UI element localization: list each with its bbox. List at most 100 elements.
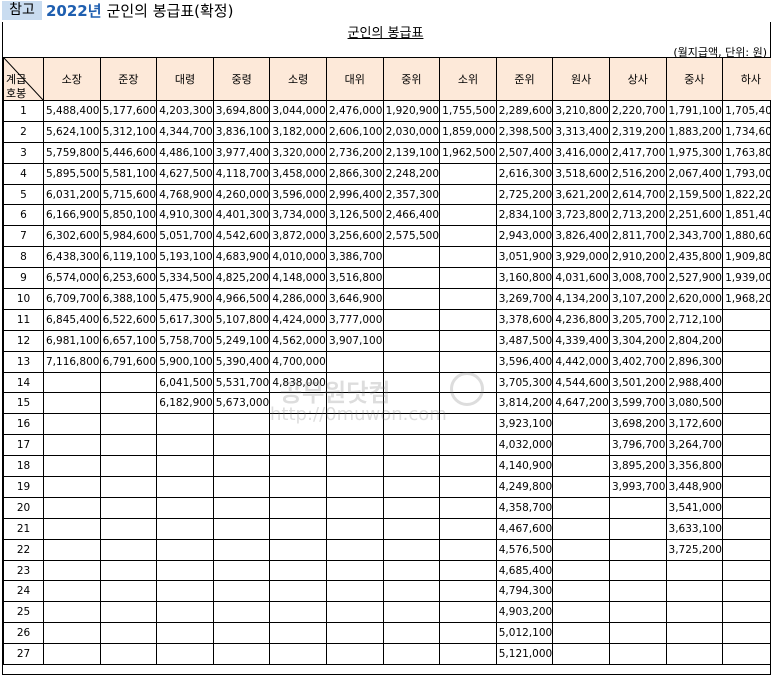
salary-cell: 2,996,400 bbox=[325, 183, 384, 206]
salary-cell: 6,031,200 bbox=[43, 183, 101, 206]
salary-cell: 3,080,500 bbox=[665, 392, 724, 415]
salary-cell: 4,134,200 bbox=[552, 288, 610, 310]
salary-cell bbox=[382, 434, 441, 457]
salary-cell bbox=[325, 371, 384, 394]
table-row: 15 6,182,900 5,673,000 3,814,200 4,647,200 3,… bbox=[3, 392, 771, 415]
salary-cell bbox=[156, 413, 214, 436]
step-cell: 5 bbox=[3, 183, 44, 206]
salary-cell: 3,044,000 bbox=[269, 100, 327, 122]
salary-cell: 3,501,200 bbox=[608, 371, 667, 394]
column-header: 하사 bbox=[722, 57, 771, 101]
salary-cell: 4,700,000 bbox=[269, 350, 327, 373]
salary-cell: 3,633,100 bbox=[665, 517, 724, 540]
salary-cell: 3,304,200 bbox=[608, 329, 667, 352]
salary-cell: 3,723,800 bbox=[552, 204, 610, 227]
salary-cell: 5,617,300 bbox=[156, 308, 214, 331]
salary-cell: 4,910,300 bbox=[156, 204, 214, 227]
salary-cell bbox=[99, 643, 158, 666]
salary-cell bbox=[722, 413, 771, 436]
salary-cell: 3,313,400 bbox=[552, 120, 610, 143]
salary-cell bbox=[212, 559, 271, 582]
salary-cell: 4,339,400 bbox=[552, 329, 610, 352]
salary-cell bbox=[552, 455, 610, 478]
salary-cell: 4,627,500 bbox=[156, 162, 214, 185]
salary-cell bbox=[99, 559, 158, 582]
table-row: 9 6,574,000 6,253,600 5,334,500 4,825,200 4,1… bbox=[3, 267, 771, 290]
salary-cell: 3,107,200 bbox=[608, 288, 667, 310]
column-header: 소령 bbox=[269, 57, 327, 101]
salary-cell bbox=[212, 455, 271, 478]
table-row: 21 4,467,600 3,633,100 bbox=[3, 517, 771, 540]
salary-cell: 5,715,600 bbox=[99, 183, 158, 206]
salary-cell bbox=[325, 413, 384, 436]
salary-cell bbox=[43, 622, 101, 645]
salary-cell bbox=[212, 517, 271, 540]
salary-cell: 3,705,300 bbox=[495, 371, 554, 394]
salary-cell: 4,236,800 bbox=[552, 308, 610, 331]
step-cell: 21 bbox=[3, 517, 44, 540]
salary-cell: 3,734,000 bbox=[269, 204, 327, 227]
salary-cell: 3,923,100 bbox=[495, 413, 554, 436]
salary-cell: 3,487,500 bbox=[495, 329, 554, 352]
salary-cell bbox=[325, 455, 384, 478]
salary-cell bbox=[382, 288, 441, 310]
salary-cell bbox=[43, 392, 101, 415]
salary-cell bbox=[212, 580, 271, 603]
table-row: 23 4,685,400 bbox=[3, 559, 771, 582]
salary-cell: 1,734,600 bbox=[722, 120, 771, 143]
salary-cell: 2,319,200 bbox=[608, 120, 667, 143]
salary-cell bbox=[439, 413, 497, 436]
step-cell: 3 bbox=[3, 141, 44, 164]
salary-cell bbox=[156, 643, 214, 666]
salary-cell bbox=[608, 643, 667, 666]
salary-cell: 2,067,400 bbox=[665, 162, 724, 185]
salary-cell: 4,203,300 bbox=[156, 100, 214, 122]
salary-cell bbox=[439, 267, 497, 290]
salary-cell: 6,119,100 bbox=[99, 246, 158, 269]
salary-cell bbox=[722, 517, 771, 540]
salary-cell: 4,647,200 bbox=[552, 392, 610, 415]
salary-cell: 5,249,100 bbox=[212, 329, 271, 352]
salary-cell bbox=[99, 538, 158, 561]
step-cell: 18 bbox=[3, 455, 44, 478]
salary-cell bbox=[608, 517, 667, 540]
salary-cell: 5,107,800 bbox=[212, 308, 271, 331]
page-title: 2022년 군인의 봉급표(확정) bbox=[46, 0, 233, 22]
salary-cell: 3,872,000 bbox=[269, 225, 327, 248]
salary-cell: 3,051,900 bbox=[495, 246, 554, 269]
salary-cell bbox=[439, 517, 497, 540]
salary-cell bbox=[269, 476, 327, 498]
salary-cell bbox=[212, 476, 271, 498]
salary-cell: 3,448,900 bbox=[665, 476, 724, 498]
salary-cell bbox=[439, 225, 497, 248]
salary-cell: 3,796,700 bbox=[608, 434, 667, 457]
salary-cell: 4,286,000 bbox=[269, 288, 327, 310]
salary-cell: 5,581,100 bbox=[99, 162, 158, 185]
salary-cell: 4,685,400 bbox=[495, 559, 554, 582]
salary-cell: 4,140,900 bbox=[495, 455, 554, 478]
salary-cell bbox=[325, 517, 384, 540]
salary-cell bbox=[156, 434, 214, 457]
salary-cell bbox=[722, 622, 771, 645]
salary-cell bbox=[439, 246, 497, 269]
salary-cell bbox=[439, 162, 497, 185]
column-header: 중사 bbox=[665, 57, 724, 101]
salary-cell bbox=[439, 496, 497, 519]
salary-cell: 2,614,700 bbox=[608, 183, 667, 206]
salary-cell: 2,248,200 bbox=[382, 162, 441, 185]
unit-note: (월지급액, 단위: 원) bbox=[673, 46, 767, 59]
salary-cell bbox=[212, 538, 271, 561]
salary-cell bbox=[722, 350, 771, 373]
step-cell: 26 bbox=[3, 622, 44, 645]
salary-cell bbox=[269, 413, 327, 436]
step-cell: 7 bbox=[3, 225, 44, 248]
salary-cell: 5,758,700 bbox=[156, 329, 214, 352]
salary-cell bbox=[552, 434, 610, 457]
salary-cell: 2,466,400 bbox=[382, 204, 441, 227]
salary-cell bbox=[665, 559, 724, 582]
salary-cell bbox=[382, 538, 441, 561]
salary-cell bbox=[43, 434, 101, 457]
salary-cell bbox=[439, 204, 497, 227]
salary-cell bbox=[99, 517, 158, 540]
salary-cell: 6,182,900 bbox=[156, 392, 214, 415]
